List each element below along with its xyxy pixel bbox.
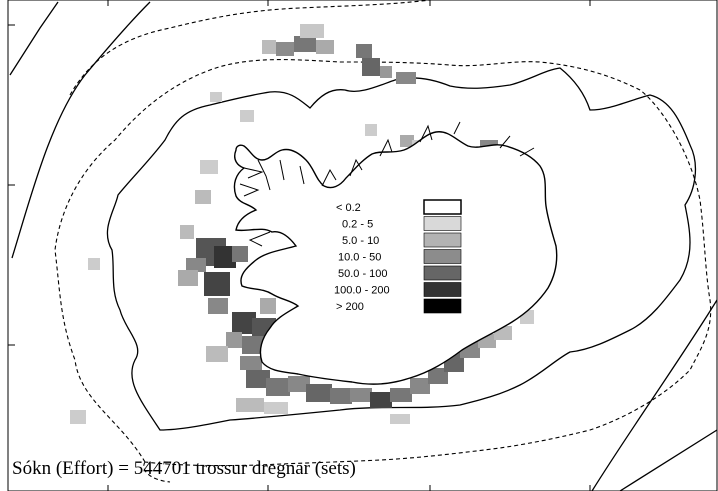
legend-label-3: 10.0 - 50 (338, 252, 381, 264)
legend-label-2: 5.0 - 10 (342, 235, 379, 247)
legend-label-0: < 0.2 (336, 202, 361, 214)
legend-swatch-6 (424, 299, 461, 313)
legend-swatch-5 (424, 283, 461, 297)
legend-label-4: 50.0 - 100 (338, 268, 388, 280)
legend-label-1: 0.2 - 5 (342, 219, 373, 231)
legend-label-5: 100.0 - 200 (334, 285, 390, 297)
legend-swatch-1 (424, 217, 461, 231)
legend-swatch-4 (424, 266, 461, 280)
legend-swatch-0 (424, 200, 461, 214)
legend-swatch-2 (424, 233, 461, 247)
legend-label-6: > 200 (336, 301, 364, 313)
map-caption: Sókn (Effort) = 544701 trossur dregnar (… (12, 458, 356, 479)
legend-swatch-3 (424, 250, 461, 264)
